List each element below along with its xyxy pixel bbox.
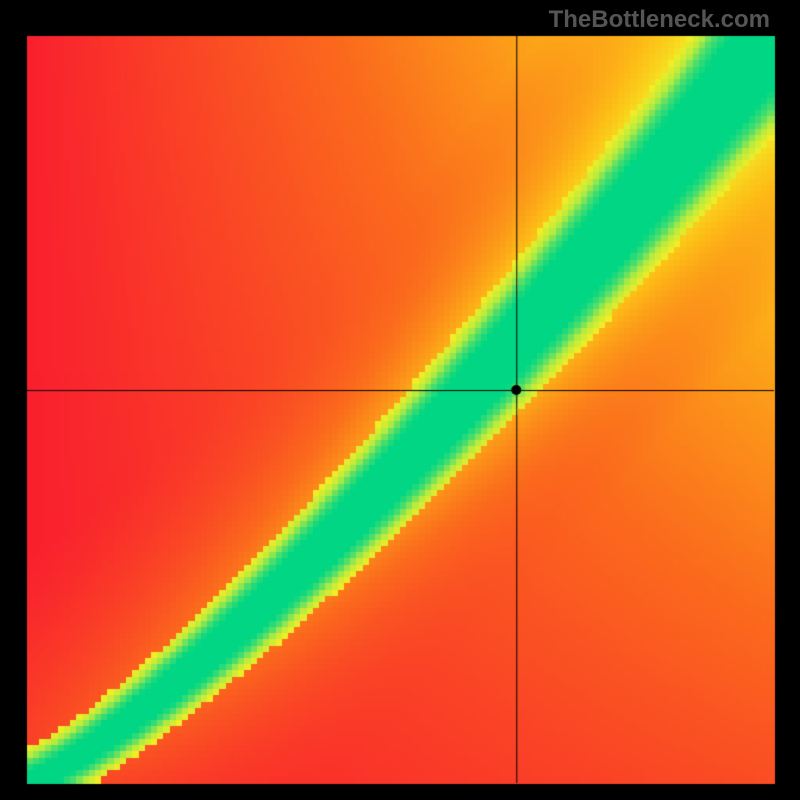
- bottleneck-heatmap: [0, 0, 800, 800]
- watermark-text: TheBottleneck.com: [549, 6, 770, 34]
- chart-container: TheBottleneck.com: [0, 0, 800, 800]
